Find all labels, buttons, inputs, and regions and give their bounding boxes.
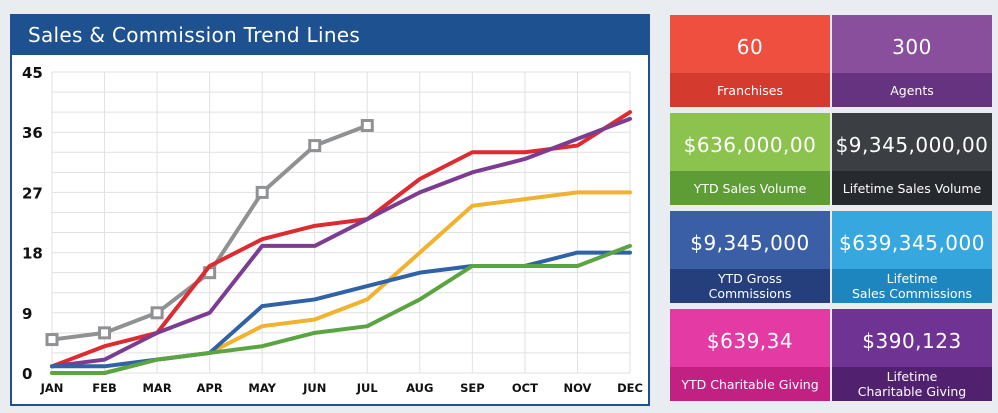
- y-tick-label: 9: [22, 305, 32, 323]
- ytd-charitable-giving-value: $639,34: [706, 329, 794, 353]
- ytd-sales-volume-label: YTD Sales Volume: [670, 171, 830, 205]
- x-tick-label: JUN: [302, 381, 326, 395]
- x-tick-label: AUG: [406, 381, 433, 395]
- series-point: [150, 306, 164, 320]
- x-tick-label: JUL: [356, 381, 379, 395]
- ytd-charitable-giving-tile: $639,34 YTD Charitable Giving: [670, 309, 830, 401]
- y-tick-label: 27: [22, 184, 43, 202]
- ytd-sales-volume-tile: $636,000,00 YTD Sales Volume: [670, 113, 830, 205]
- series-point: [45, 333, 59, 347]
- lifetime-sales-commissions-value: $639,345,000: [839, 231, 985, 255]
- series-line-6: [50, 243, 632, 375]
- y-tick-label: 0: [22, 365, 32, 383]
- lifetime-sales-volume-value: $9,345,000,00: [835, 133, 989, 157]
- ytd-charitable-giving-label: YTD Charitable Giving: [670, 367, 830, 401]
- x-tick-label: DEC: [617, 381, 643, 395]
- ytd-sales-volume-value: $636,000,00: [683, 133, 817, 157]
- series-line-3: [50, 116, 632, 369]
- x-tick-label: FEB: [92, 381, 116, 395]
- series-point: [308, 139, 322, 153]
- y-tick-label: 45: [22, 64, 43, 82]
- ytd-gross-commissions-label: YTD Gross Commissions: [670, 269, 830, 303]
- y-tick-label: 18: [22, 245, 43, 263]
- agents-tile: 300 Agents: [832, 15, 992, 107]
- lifetime-charitable-giving-tile: $390,123 Lifetime Charitable Giving: [832, 309, 992, 401]
- agents-value: 300: [892, 35, 932, 59]
- x-tick-label: MAR: [142, 381, 171, 395]
- lifetime-sales-commissions-tile: $639,345,000 Lifetime Sales Commissions: [832, 211, 992, 303]
- x-tick-label: MAY: [248, 381, 276, 395]
- series-point: [255, 185, 269, 199]
- chart-panel: Sales & Commission Trend Lines 0 9 18 27 36 4…: [10, 14, 650, 406]
- franchises-value: 60: [736, 35, 764, 59]
- agents-label: Agents: [832, 73, 992, 107]
- franchises-tile: 60 Franchises: [670, 15, 830, 107]
- lifetime-sales-volume-label: Lifetime Sales Volume: [832, 171, 992, 205]
- lifetime-sales-commissions-label: Lifetime Sales Commissions: [832, 269, 992, 303]
- lifetime-sales-volume-tile: $9,345,000,00 Lifetime Sales Volume: [832, 113, 992, 205]
- ytd-gross-commissions-tile: $9,345,000 YTD Gross Commissions: [670, 211, 830, 303]
- x-tick-label: SEP: [460, 381, 485, 395]
- x-tick-label: OCT: [512, 381, 538, 395]
- ytd-gross-commissions-value: $9,345,000: [690, 231, 810, 255]
- x-tick-label: NOV: [563, 381, 591, 395]
- x-tick-label: JAN: [40, 381, 64, 395]
- y-tick-label: 36: [22, 124, 43, 142]
- lifetime-charitable-giving-value: $390,123: [862, 329, 962, 353]
- series-point: [98, 326, 112, 340]
- series-point: [360, 119, 374, 133]
- trend-line-chart: 0 9 18 27 36 45 JAN FEB MAR APR MAY JUN JUL AUG SEP OCT…: [22, 64, 643, 395]
- lifetime-charitable-giving-label: Lifetime Charitable Giving: [832, 367, 992, 401]
- x-tick-label: APR: [197, 381, 223, 395]
- chart-title: Sales & Commission Trend Lines: [12, 16, 648, 55]
- series-line-4: [50, 190, 632, 375]
- franchises-label: Franchises: [670, 73, 830, 107]
